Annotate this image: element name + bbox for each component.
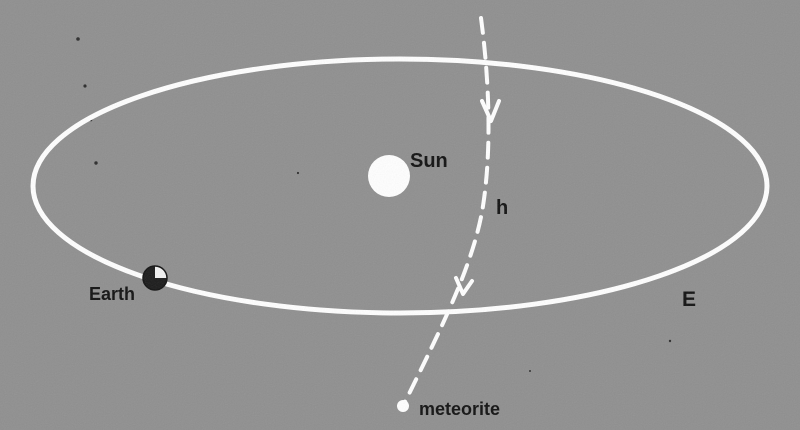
diagram-svg: Sun h Earth E meteorite (0, 0, 800, 430)
orbit-diagram: Sun h Earth E meteorite (0, 0, 800, 430)
texture-overlay (0, 0, 800, 430)
